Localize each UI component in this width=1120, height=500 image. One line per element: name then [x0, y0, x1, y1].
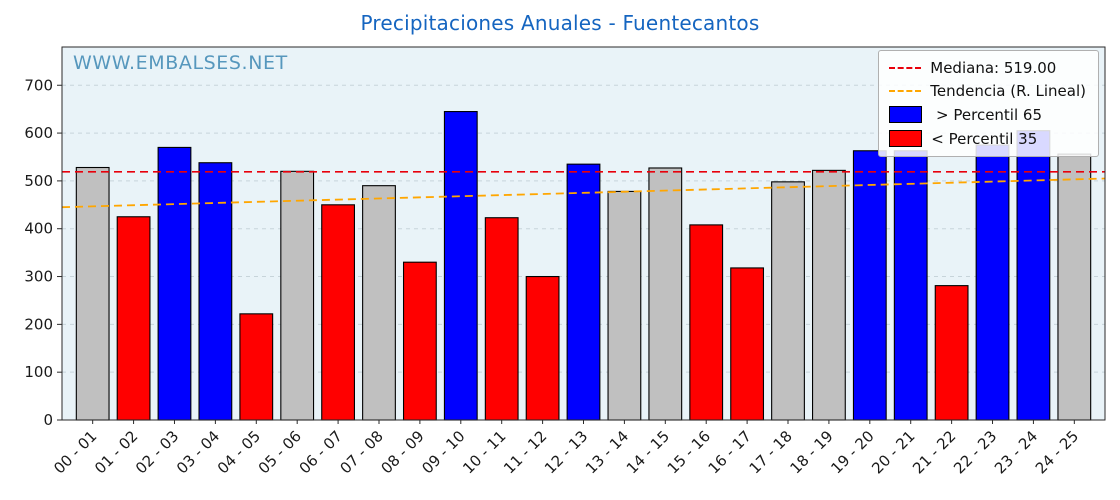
x-tick-label: 10 - 11 [459, 427, 509, 477]
bar-13-14 [607, 190, 642, 421]
x-tick-label: 11 - 12 [500, 427, 550, 477]
median-dashed-line-swatch [889, 67, 922, 69]
x-tick-label: 03 - 04 [173, 427, 223, 477]
bar-22-23 [975, 144, 1010, 421]
bar-06-07 [321, 204, 355, 421]
x-tick-label: 12 - 13 [541, 427, 591, 477]
legend-item-median: Mediana: 519.00 [889, 60, 1086, 76]
legend-item-above-percentile: > Percentil 65 [889, 106, 1086, 123]
bar-08-09 [402, 261, 437, 421]
bar-11-12 [525, 275, 560, 421]
trend-dashed-line-swatch [889, 90, 922, 92]
legend-item-below-percentile: < Percentil 35 [889, 130, 1086, 147]
bar-15-16 [689, 224, 724, 421]
bar-24-25 [1057, 153, 1092, 421]
bar-16-17 [730, 267, 765, 421]
x-tick-label: 04 - 05 [214, 427, 264, 477]
y-tick-label: 0 [43, 411, 53, 429]
chart-title: Precipitaciones Anuales - Fuentecantos [360, 11, 760, 35]
y-tick-label: 700 [24, 76, 53, 94]
watermark: WWW.EMBALSES.NET [73, 52, 288, 74]
y-tick-label: 600 [24, 124, 53, 142]
bar-10-11 [484, 217, 519, 421]
above-percentile-swatch [889, 106, 923, 123]
y-tick-label: 400 [24, 220, 53, 238]
x-tick-label: 01 - 02 [91, 427, 141, 477]
x-tick-label: 13 - 14 [582, 427, 632, 477]
x-tick-label: 14 - 15 [623, 427, 673, 477]
legend-label-below-percentile: < Percentil 35 [931, 129, 1038, 148]
bar-19-20 [852, 150, 887, 421]
bar-07-08 [362, 185, 396, 421]
legend-label-trend: Tendencia (R. Lineal) [930, 82, 1086, 100]
x-tick-label: 20 - 21 [868, 427, 918, 477]
x-tick-label: 24 - 25 [1032, 427, 1082, 477]
x-tick-label: 17 - 18 [746, 427, 796, 477]
x-tick-label: 08 - 09 [377, 427, 427, 477]
bar-20-21 [893, 150, 928, 421]
legend-item-trend: Tendencia (R. Lineal) [889, 83, 1086, 99]
x-tick-label: 05 - 06 [255, 427, 305, 477]
x-tick-label: 00 - 01 [50, 427, 100, 477]
x-tick-label: 19 - 20 [827, 427, 877, 477]
x-tick-label: 09 - 10 [418, 427, 468, 477]
legend: Mediana: 519.00 Tendencia (R. Lineal) > … [878, 50, 1099, 157]
x-tick-label: 16 - 17 [705, 427, 755, 477]
bar-18-19 [812, 169, 846, 421]
legend-label-median: Mediana: 519.00 [930, 59, 1057, 77]
bar-04-05 [239, 313, 274, 421]
bar-09-10 [443, 111, 478, 421]
legend-label-above-percentile: > Percentil 65 [931, 105, 1043, 124]
y-tick-label: 300 [24, 268, 53, 286]
x-tick-label: 07 - 08 [337, 427, 387, 477]
x-tick-label: 06 - 07 [296, 427, 346, 477]
x-tick-label: 15 - 16 [664, 427, 714, 477]
y-tick-label: 500 [24, 172, 53, 190]
x-tick-label: 02 - 03 [132, 427, 182, 477]
bar-23-24 [1016, 130, 1051, 421]
x-tick-label: 18 - 19 [786, 427, 836, 477]
y-tick-label: 100 [24, 363, 53, 381]
x-tick-label: 21 - 22 [909, 427, 959, 477]
bar-03-04 [198, 162, 233, 421]
bar-12-13 [566, 163, 601, 421]
bar-02-03 [157, 146, 192, 421]
bar-14-15 [648, 167, 683, 421]
bar-01-02 [116, 216, 151, 421]
x-tick-label: 23 - 24 [991, 427, 1041, 477]
y-tick-label: 200 [24, 315, 53, 333]
bar-17-18 [771, 181, 805, 421]
trend-line [61, 177, 1106, 209]
bar-05-06 [280, 170, 315, 421]
x-tick-label: 22 - 23 [950, 427, 1000, 477]
below-percentile-swatch [889, 130, 923, 147]
bar-21-22 [934, 285, 969, 421]
